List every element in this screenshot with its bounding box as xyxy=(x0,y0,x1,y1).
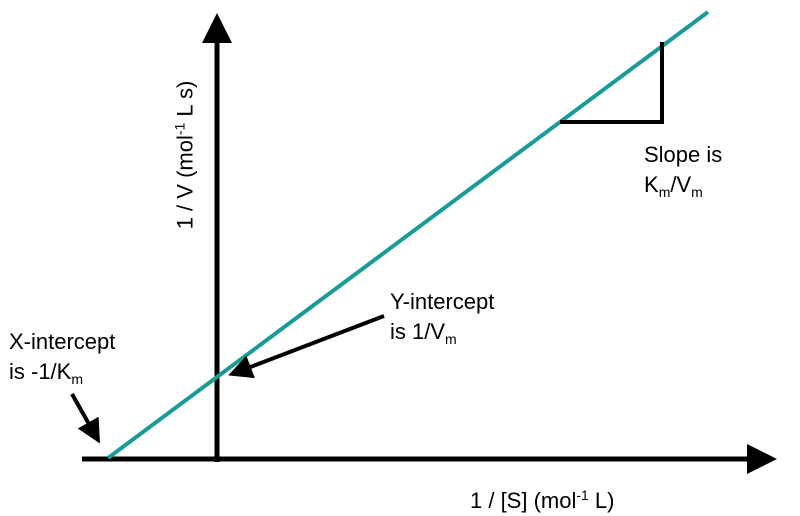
y-intercept-arrow xyxy=(228,314,385,379)
x-axis-label: 1 / [S] (mol-1 L) xyxy=(470,487,615,513)
slope-label: Slope is Km/Vm xyxy=(644,142,723,200)
regression-line xyxy=(106,10,710,460)
x-intercept-label: X-intercept is -1/Km xyxy=(9,329,116,387)
y-axis-label: 1 / V (mol-1 L s) xyxy=(171,80,198,230)
y-intercept-label: Y-intercept is 1/Vm xyxy=(390,289,495,347)
x-intercept-arrow xyxy=(70,393,100,444)
slope-triangle xyxy=(560,42,664,124)
